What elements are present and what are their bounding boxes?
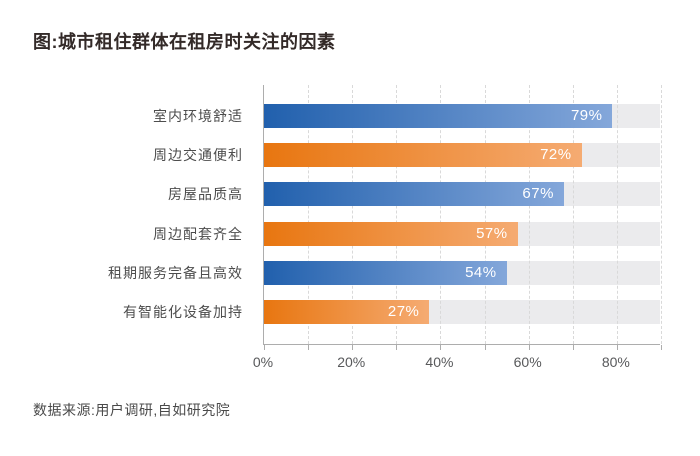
axis-tick: [264, 345, 265, 350]
gridline: [484, 85, 486, 344]
x-axis-label: 0%: [252, 354, 274, 370]
bar-blue: 54%: [264, 260, 507, 285]
x-axis-label: 80%: [601, 354, 630, 370]
x-axis-label: 40%: [425, 354, 454, 370]
axis-tick: [440, 345, 442, 350]
axis-tick: [528, 345, 530, 350]
axis-tick: [484, 345, 486, 350]
x-axis-label: 60%: [513, 354, 542, 370]
category-label: 室内环境舒适: [153, 108, 243, 124]
bar-value-label: 57%: [476, 224, 508, 242]
axis-tick: [352, 345, 354, 350]
x-axis-label: 20%: [337, 354, 366, 370]
gridline: [308, 85, 310, 344]
chart-title: 图:城市租住群体在租房时关注的因素: [33, 32, 336, 52]
plot-area: 79% 72% 67% 57% 54% 27%: [263, 85, 662, 350]
category-label: 周边配套齐全: [153, 225, 243, 242]
category-labels: 室内环境舒适 周边交通便利房屋品质高周边配套齐全租期服务完备且高效有智能化设备加持: [0, 85, 253, 345]
axis-tick: [572, 345, 574, 350]
gridline: [616, 85, 618, 344]
category-label: 租期服务完备且高效: [108, 264, 243, 281]
bar-blue: 67%: [264, 182, 564, 207]
bar-value-label: 79%: [570, 107, 603, 124]
bar-value-label: 27%: [387, 303, 420, 320]
axis-tick: [616, 345, 618, 350]
bar-value-label: 54%: [465, 263, 497, 281]
axis-tick: [661, 345, 662, 350]
category-label: 有智能化设备加持: [123, 304, 243, 320]
axis-tick: [308, 345, 310, 350]
bar-value-label: 67%: [522, 185, 554, 203]
gridline: [352, 85, 354, 344]
category-label: 房屋品质高: [168, 186, 243, 203]
bar-value-label: 72%: [540, 146, 572, 164]
gridline: [440, 85, 442, 344]
gridline: [396, 85, 398, 344]
bar-orange: 27%: [264, 300, 430, 324]
bar-blue: 79%: [264, 104, 613, 128]
data-source-note: 数据来源:用户调研,自如研究院: [33, 402, 231, 418]
axis-tick: [396, 345, 398, 350]
gridline: [661, 85, 662, 344]
bar-orange: 57%: [264, 221, 518, 246]
gridline: [572, 85, 574, 344]
bar-orange: 72%: [264, 143, 582, 168]
gridline: [528, 85, 530, 344]
x-axis-tick-labels: 0% 20% 40% 60% 80%: [253, 354, 660, 374]
category-label: 周边交通便利: [153, 147, 243, 164]
